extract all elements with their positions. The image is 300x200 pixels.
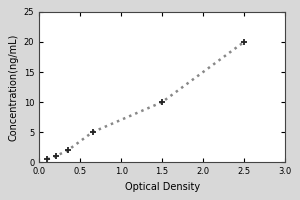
Y-axis label: Concentration(ng/mL): Concentration(ng/mL) — [8, 33, 18, 141]
X-axis label: Optical Density: Optical Density — [124, 182, 200, 192]
